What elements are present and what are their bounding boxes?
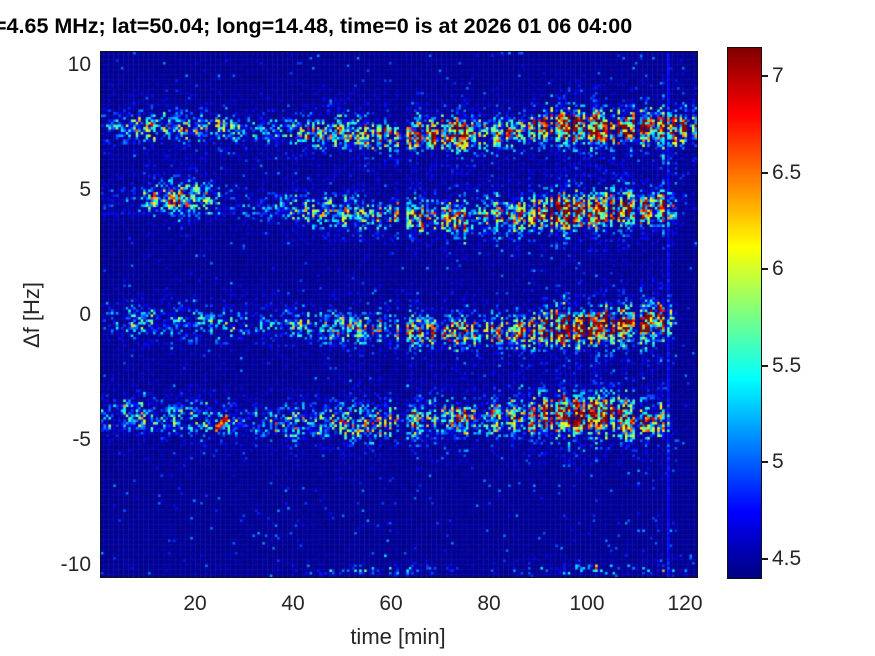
x-tick-label: 20 [183,592,207,615]
colorbar-tick-mark [761,461,768,464]
x-tick-label: 60 [379,592,403,615]
y-tick-label: -10 [60,552,91,576]
y-tick-label: 5 [79,177,91,201]
x-tick-label: 100 [569,592,605,615]
colorbar-tick-label: 6 [772,257,784,281]
y-tick-label: 0 [79,302,91,326]
y-tick-label: 10 [67,52,91,76]
y-tick-label: -5 [72,427,91,451]
colorbar-tick-label: 7 [772,63,784,87]
colorbar-tick-label: 5 [772,450,784,474]
colorbar-tick-mark [761,557,768,560]
spectrogram-plot-area [100,51,698,578]
colorbar-tick-label: 5.5 [772,353,802,377]
x-axis-label: time [min] [350,624,446,649]
figure-title: =4.65 MHz; lat=50.04; long=14.48, time=0… [0,14,633,38]
colorbar-tick-mark [761,364,768,367]
colorbar-tick-label: 6.5 [772,160,802,184]
x-tick-label: 40 [281,592,305,615]
x-tick-label: 120 [667,592,703,615]
y-axis-label: Δf [Hz] [19,281,44,349]
colorbar-tick-label: 4.5 [772,546,802,570]
colorbar-tick-mark [761,171,768,174]
colorbar-tick-mark [761,268,768,271]
x-tick-label: 80 [477,592,501,615]
colorbar-tick-mark [761,74,768,77]
colorbar [727,47,762,579]
